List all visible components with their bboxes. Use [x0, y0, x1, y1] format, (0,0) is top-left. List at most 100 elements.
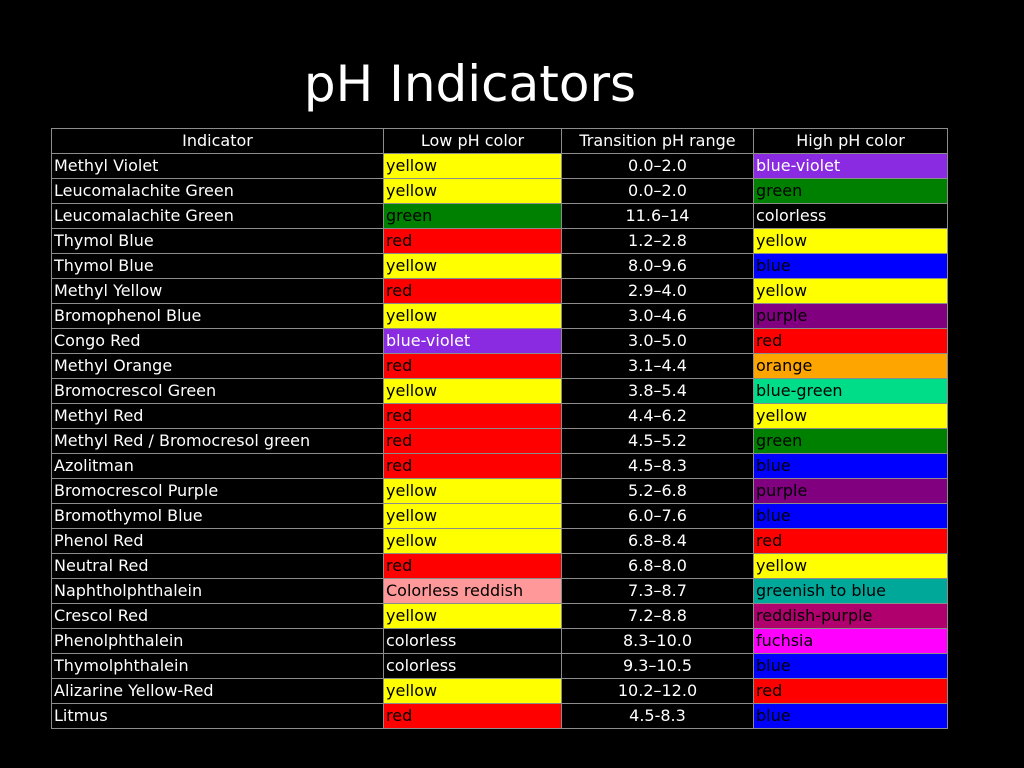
- table-row: Methyl Red / Bromocresol green red 4.5–5.2…: [51, 428, 948, 454]
- table-row: Neutral Red red 6.8–8.0 yellow: [51, 553, 948, 579]
- header-low-ph-color: Low pH color: [383, 128, 562, 154]
- low-ph-color-cell: red: [383, 553, 562, 579]
- low-ph-color-cell: red: [383, 453, 562, 479]
- transition-range-cell: 4.4–6.2: [561, 403, 754, 429]
- indicator-cell: Thymol Blue: [51, 253, 384, 279]
- high-ph-color-cell: green: [753, 178, 948, 204]
- indicator-cell: Litmus: [51, 703, 384, 729]
- low-ph-color-cell: yellow: [383, 528, 562, 554]
- low-ph-color-cell: yellow: [383, 678, 562, 704]
- indicator-cell: Naphtholphthalein: [51, 578, 384, 604]
- low-ph-color-cell: colorless: [383, 628, 562, 654]
- high-ph-color-cell: blue-green: [753, 378, 948, 404]
- indicator-cell: Methyl Orange: [51, 353, 384, 379]
- low-ph-color-cell: yellow: [383, 178, 562, 204]
- table-row: Thymolphthalein colorless 9.3–10.5 blue: [51, 653, 948, 679]
- high-ph-color-cell: purple: [753, 478, 948, 504]
- indicator-cell: Congo Red: [51, 328, 384, 354]
- low-ph-color-cell: colorless: [383, 653, 562, 679]
- high-ph-color-cell: orange: [753, 353, 948, 379]
- low-ph-color-cell: Colorless reddish: [383, 578, 562, 604]
- low-ph-color-cell: red: [383, 428, 562, 454]
- table-header-row: Indicator Low pH color Transition pH ran…: [51, 128, 948, 154]
- table-row: Methyl Violet yellow 0.0–2.0 blue-violet: [51, 153, 948, 179]
- low-ph-color-cell: red: [383, 703, 562, 729]
- high-ph-color-cell: colorless: [753, 203, 948, 229]
- indicator-cell: Bromocrescol Green: [51, 378, 384, 404]
- high-ph-color-cell: blue: [753, 503, 948, 529]
- indicator-cell: Alizarine Yellow-Red: [51, 678, 384, 704]
- table-body: Methyl Violet yellow 0.0–2.0 blue-violet Leu…: [51, 153, 948, 729]
- transition-range-cell: 7.3–8.7: [561, 578, 754, 604]
- low-ph-color-cell: red: [383, 278, 562, 304]
- table-row: Bromocrescol Purple yellow 5.2–6.8 purple: [51, 478, 948, 504]
- table-row: Bromothymol Blue yellow 6.0–7.6 blue: [51, 503, 948, 529]
- slide-title: pH Indicators: [303, 55, 637, 113]
- transition-range-cell: 4.5–5.2: [561, 428, 754, 454]
- table-row: Methyl Red red 4.4–6.2 yellow: [51, 403, 948, 429]
- indicator-cell: Leucomalachite Green: [51, 178, 384, 204]
- transition-range-cell: 8.0–9.6: [561, 253, 754, 279]
- transition-range-cell: 4.5–8.3: [561, 453, 754, 479]
- table-row: Alizarine Yellow-Red yellow 10.2–12.0 red: [51, 678, 948, 704]
- transition-range-cell: 2.9–4.0: [561, 278, 754, 304]
- table-row: Methyl Orange red 3.1–4.4 orange: [51, 353, 948, 379]
- low-ph-color-cell: yellow: [383, 478, 562, 504]
- low-ph-color-cell: yellow: [383, 253, 562, 279]
- table-row: Azolitman red 4.5–8.3 blue: [51, 453, 948, 479]
- indicator-cell: Methyl Yellow: [51, 278, 384, 304]
- low-ph-color-cell: red: [383, 403, 562, 429]
- table-row: Thymol Blue yellow 8.0–9.6 blue: [51, 253, 948, 279]
- table-row: Methyl Yellow red 2.9–4.0 yellow: [51, 278, 948, 304]
- high-ph-color-cell: fuchsia: [753, 628, 948, 654]
- indicator-cell: Bromothymol Blue: [51, 503, 384, 529]
- transition-range-cell: 4.5-8.3: [561, 703, 754, 729]
- low-ph-color-cell: yellow: [383, 378, 562, 404]
- low-ph-color-cell: yellow: [383, 503, 562, 529]
- transition-range-cell: 0.0–2.0: [561, 153, 754, 179]
- transition-range-cell: 1.2–2.8: [561, 228, 754, 254]
- high-ph-color-cell: yellow: [753, 553, 948, 579]
- table-row: Leucomalachite Green yellow 0.0–2.0 green: [51, 178, 948, 204]
- indicator-cell: Phenolphthalein: [51, 628, 384, 654]
- table-row: Phenol Red yellow 6.8–8.4 red: [51, 528, 948, 554]
- table-row: Bromocrescol Green yellow 3.8–5.4 blue-gree…: [51, 378, 948, 404]
- high-ph-color-cell: blue: [753, 653, 948, 679]
- high-ph-color-cell: yellow: [753, 228, 948, 254]
- high-ph-color-cell: red: [753, 678, 948, 704]
- table-row: Naphtholphthalein Colorless reddish 7.3–8.…: [51, 578, 948, 604]
- high-ph-color-cell: blue-violet: [753, 153, 948, 179]
- transition-range-cell: 3.0–4.6: [561, 303, 754, 329]
- indicator-cell: Bromophenol Blue: [51, 303, 384, 329]
- low-ph-color-cell: green: [383, 203, 562, 229]
- low-ph-color-cell: red: [383, 353, 562, 379]
- transition-range-cell: 6.8–8.0: [561, 553, 754, 579]
- indicator-cell: Methyl Red / Bromocresol green: [51, 428, 384, 454]
- table-row: Congo Red blue-violet 3.0–5.0 red: [51, 328, 948, 354]
- high-ph-color-cell: green: [753, 428, 948, 454]
- indicator-cell: Leucomalachite Green: [51, 203, 384, 229]
- high-ph-color-cell: greenish to blue: [753, 578, 948, 604]
- indicator-cell: Azolitman: [51, 453, 384, 479]
- indicator-cell: Neutral Red: [51, 553, 384, 579]
- indicator-cell: Thymol Blue: [51, 228, 384, 254]
- transition-range-cell: 11.6–14: [561, 203, 754, 229]
- high-ph-color-cell: blue: [753, 253, 948, 279]
- header-transition-range: Transition pH range: [561, 128, 754, 154]
- transition-range-cell: 6.8–8.4: [561, 528, 754, 554]
- table-row: Thymol Blue red 1.2–2.8 yellow: [51, 228, 948, 254]
- transition-range-cell: 6.0–7.6: [561, 503, 754, 529]
- high-ph-color-cell: blue: [753, 453, 948, 479]
- high-ph-color-cell: yellow: [753, 278, 948, 304]
- high-ph-color-cell: reddish-purple: [753, 603, 948, 629]
- transition-range-cell: 8.3–10.0: [561, 628, 754, 654]
- table-row: Leucomalachite Green green 11.6–14 colorles…: [51, 203, 948, 229]
- table-row: Phenolphthalein colorless 8.3–10.0 fuchsia: [51, 628, 948, 654]
- low-ph-color-cell: yellow: [383, 153, 562, 179]
- transition-range-cell: 10.2–12.0: [561, 678, 754, 704]
- high-ph-color-cell: blue: [753, 703, 948, 729]
- indicator-cell: Methyl Red: [51, 403, 384, 429]
- transition-range-cell: 3.1–4.4: [561, 353, 754, 379]
- transition-range-cell: 7.2–8.8: [561, 603, 754, 629]
- transition-range-cell: 3.0–5.0: [561, 328, 754, 354]
